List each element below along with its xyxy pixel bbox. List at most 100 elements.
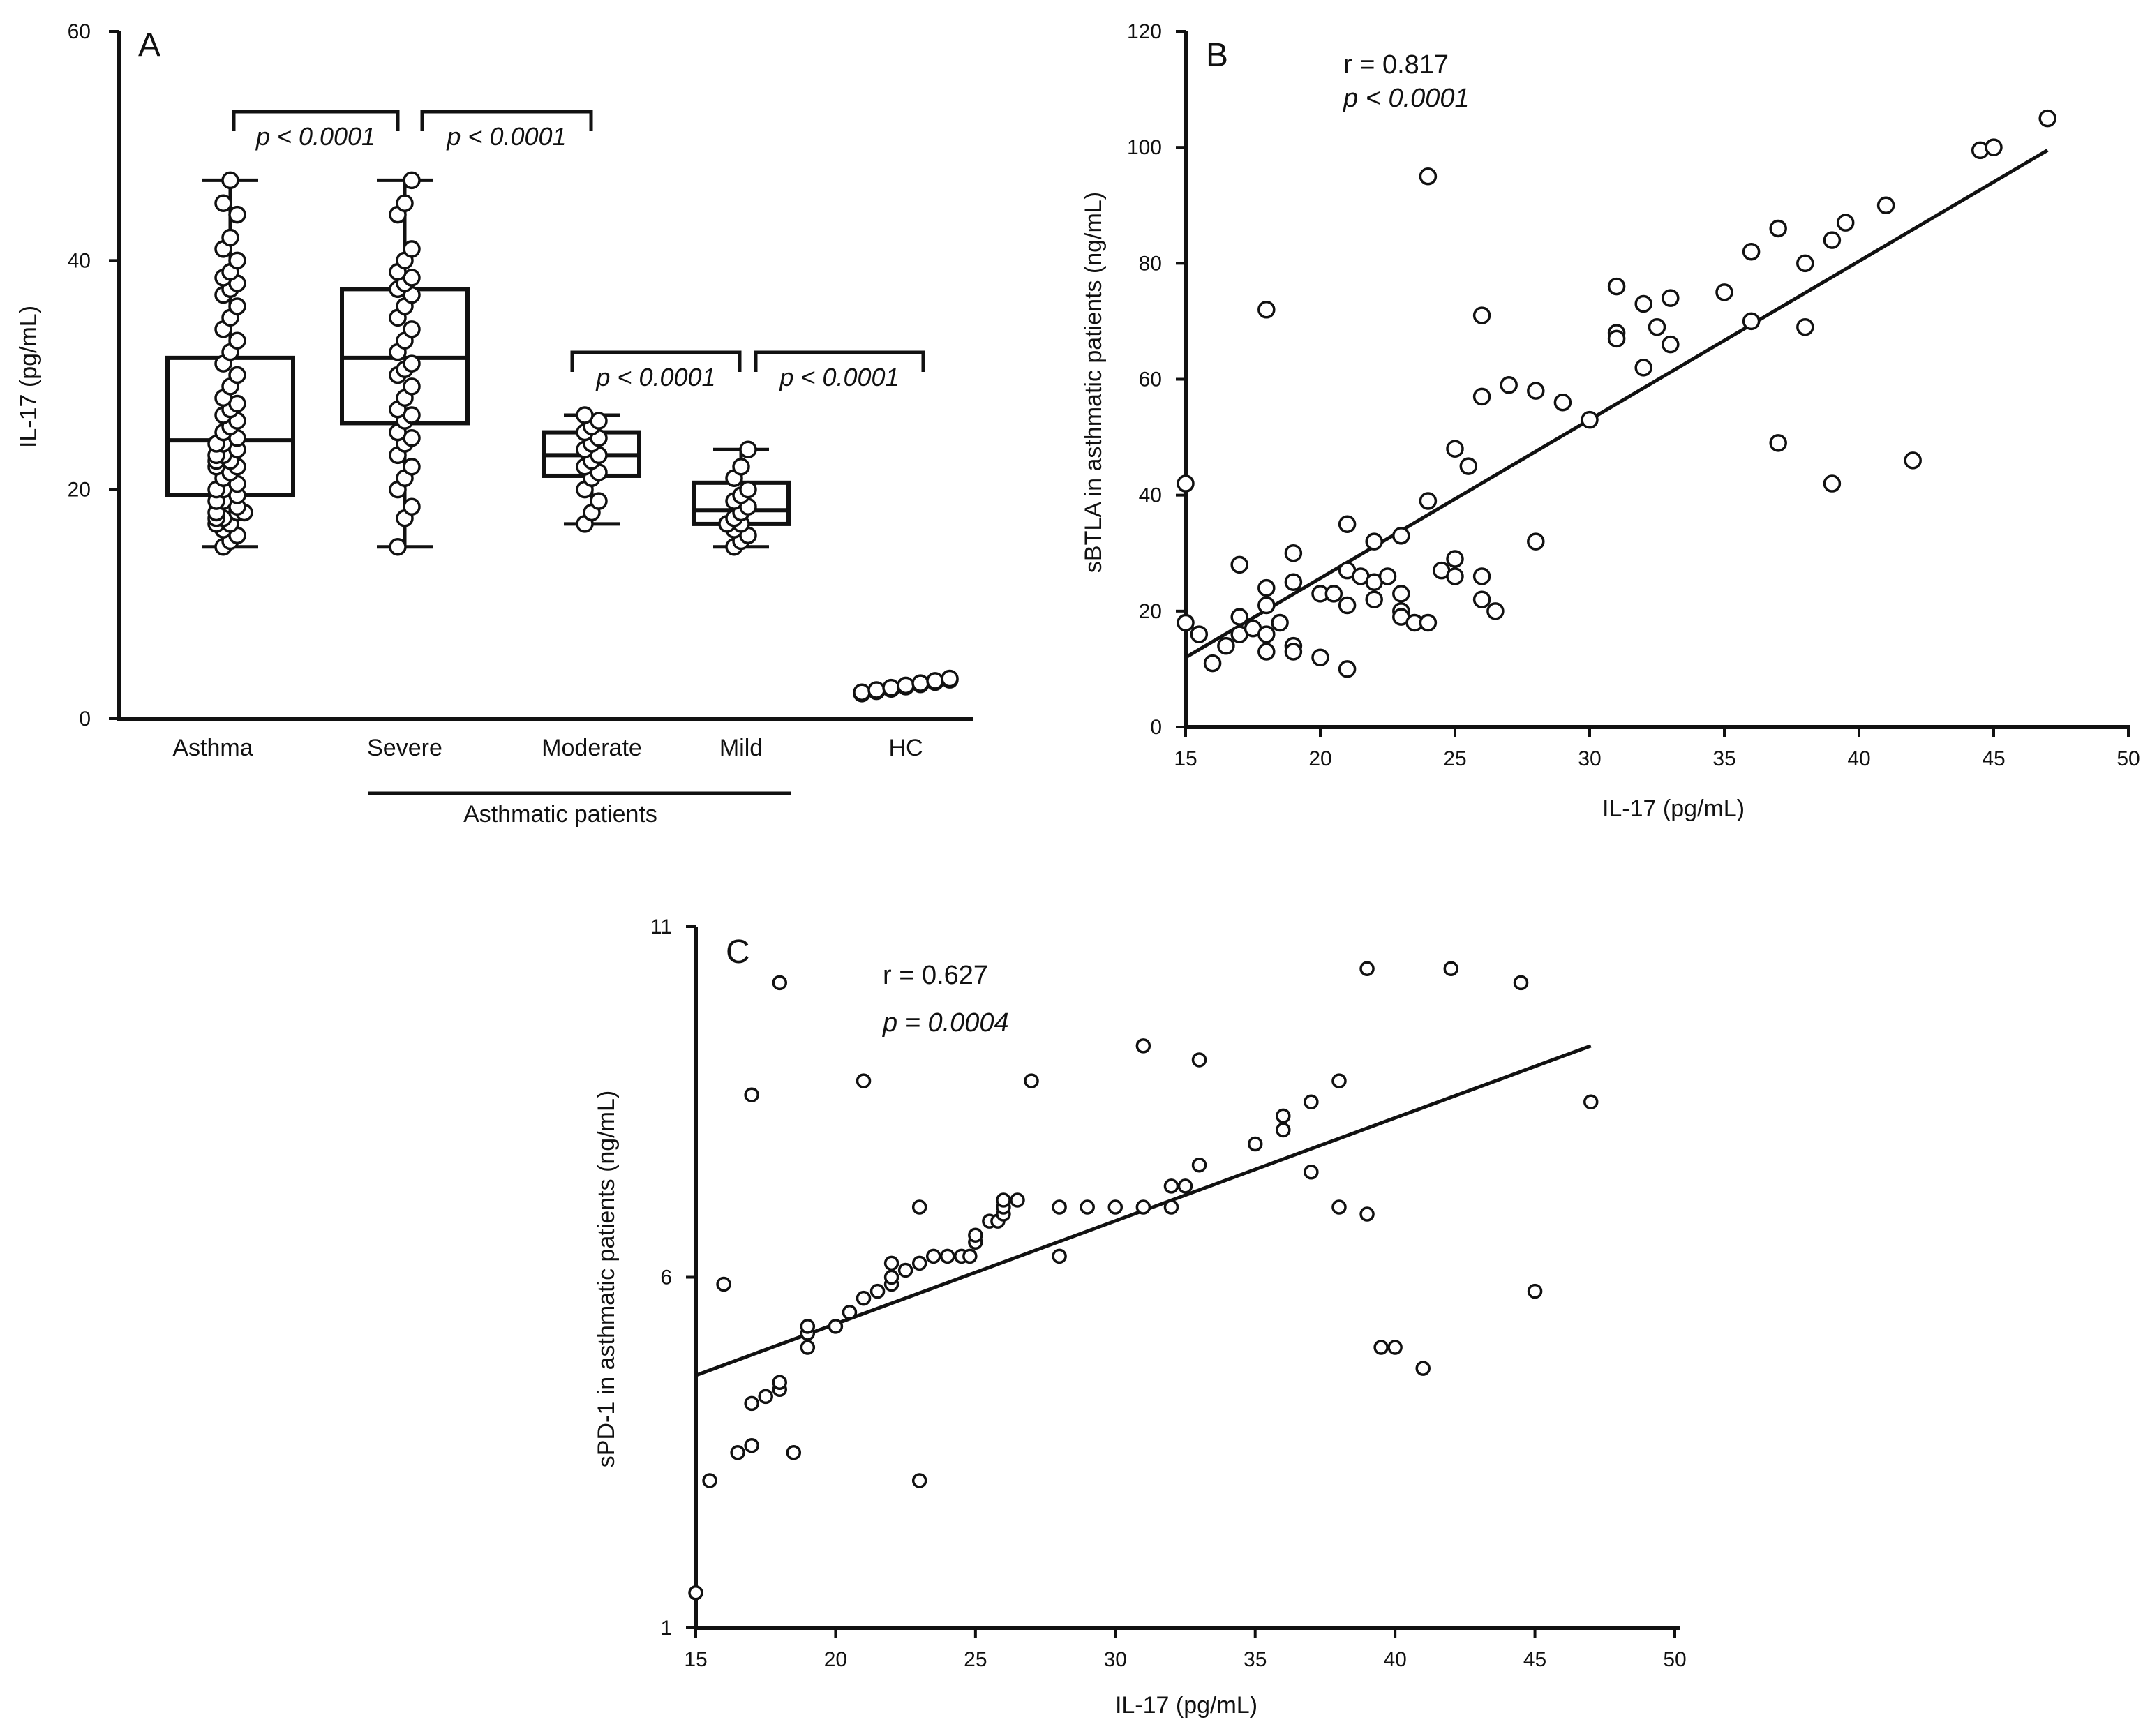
panel-a-group-label: Asthmatic patients — [463, 801, 657, 828]
panel-a-y-tick-label: 20 — [68, 479, 91, 502]
scatter-point — [1257, 596, 1276, 615]
scatter-point — [1324, 585, 1343, 603]
scatter-point — [1634, 359, 1652, 377]
category-label: Asthma — [172, 735, 253, 761]
panel-a-point — [403, 171, 421, 190]
panel-a-point — [221, 171, 239, 190]
scatter-point — [1607, 277, 1626, 296]
p-value-label: p < 0.0001 — [779, 363, 899, 391]
scatter-point — [1163, 1178, 1179, 1194]
panel-a-points — [207, 171, 959, 703]
scatter-point — [1177, 1178, 1193, 1194]
scatter-point — [1823, 474, 1842, 493]
panel-a-point — [732, 458, 750, 476]
scatter-point — [1257, 301, 1276, 319]
scatter-point — [1648, 317, 1666, 336]
scatter-point — [1276, 1108, 1291, 1124]
scatter-point — [1359, 961, 1375, 977]
panel-b-letter: B — [1206, 37, 1228, 74]
scatter-point — [1230, 608, 1248, 626]
scatter-point — [1876, 196, 1895, 214]
panel-a-point — [739, 480, 757, 499]
scatter-point — [1527, 532, 1545, 551]
scatter-point — [911, 1255, 927, 1271]
panel-a-point — [576, 406, 594, 424]
y-tick-label: 1 — [660, 1617, 672, 1640]
x-tick-label: 15 — [1174, 747, 1197, 770]
panel-a-point — [389, 538, 407, 556]
scatter-point — [1472, 567, 1491, 585]
panel-b-y-axis-label: sBTLA in asthmatic patients (ng/mL) — [1080, 192, 1107, 573]
scatter-point — [925, 1248, 941, 1264]
scatter-point — [1276, 1122, 1291, 1138]
y-tick-label: 20 — [1139, 600, 1162, 623]
panel-a-point — [228, 205, 246, 224]
panel-c-r-value: r = 0.627 — [883, 961, 988, 990]
scatter-point — [1052, 1199, 1067, 1215]
scatter-point — [1135, 1038, 1151, 1054]
panel-c-scatter: 15 20 25 30 35 40 45 50 1 6 11 C r = 0.627 p = 0.0… — [593, 915, 1687, 1719]
scatter-point — [1904, 451, 1922, 470]
panel-a-point — [228, 251, 246, 270]
panel-b-fit-line — [1184, 149, 2049, 659]
scatter-point — [702, 1473, 717, 1488]
x-tick-label: 45 — [1982, 747, 2005, 770]
panel-a-point — [228, 297, 246, 315]
scatter-point — [1365, 532, 1383, 551]
x-tick-label: 40 — [1383, 1648, 1406, 1671]
y-tick-label: 80 — [1139, 252, 1162, 275]
scatter-point — [1107, 1199, 1123, 1215]
scatter-point — [996, 1192, 1011, 1208]
scatter-point — [1527, 1283, 1543, 1299]
p-value-label: p < 0.0001 — [255, 122, 375, 151]
scatter-point — [1177, 474, 1195, 493]
scatter-point — [1257, 625, 1276, 643]
category-label: Mild — [719, 735, 763, 761]
scatter-point — [1796, 254, 1814, 273]
x-tick-label: 40 — [1847, 747, 1870, 770]
scatter-point — [1257, 578, 1276, 597]
scatter-point — [1472, 306, 1491, 324]
scatter-point — [1359, 1206, 1375, 1222]
x-tick-label: 35 — [1712, 747, 1735, 770]
panel-a-y-tick-labels: 0 20 40 60 — [68, 20, 91, 731]
scatter-point — [1446, 550, 1464, 568]
x-tick-label: 50 — [1663, 1648, 1686, 1671]
panel-c-x-axis-label: IL-17 (pg/mL) — [1115, 1692, 1257, 1719]
x-tick-label: 50 — [2117, 747, 2140, 770]
scatter-point — [1247, 1136, 1263, 1152]
scatter-point — [1010, 1192, 1025, 1208]
scatter-point — [1446, 440, 1464, 458]
scatter-point — [716, 1276, 731, 1292]
scatter-point — [1419, 492, 1438, 510]
scatter-point — [869, 1283, 886, 1299]
scatter-point — [883, 1255, 899, 1271]
scatter-point — [744, 1087, 759, 1102]
scatter-point — [1338, 596, 1357, 615]
scatter-point — [1190, 625, 1209, 643]
scatter-point — [1177, 613, 1195, 632]
scatter-point — [1419, 613, 1438, 632]
panel-a-point — [853, 683, 871, 701]
panel-a-point — [941, 669, 959, 688]
panel-c-points — [688, 961, 1599, 1601]
x-tick-label: 25 — [964, 1648, 987, 1671]
panel-a-point — [897, 676, 915, 695]
scatter-point — [1742, 312, 1761, 331]
scatter-point — [1135, 1199, 1151, 1215]
scatter-point — [1769, 219, 1787, 238]
panel-a-point — [228, 366, 246, 384]
scatter-point — [1985, 138, 2003, 156]
scatter-point — [842, 1305, 858, 1320]
panel-c-p-value: p = 0.0004 — [882, 1008, 1009, 1038]
scatter-point — [1419, 167, 1438, 186]
y-tick-label: 0 — [1150, 716, 1162, 739]
scatter-point — [1331, 1199, 1347, 1215]
scatter-point — [856, 1073, 872, 1088]
significance-bracket — [754, 350, 925, 372]
x-tick-label: 25 — [1443, 747, 1466, 770]
panel-a-point — [403, 458, 421, 476]
panel-a-point — [403, 320, 421, 338]
panel-a-y-ticks — [109, 30, 119, 720]
